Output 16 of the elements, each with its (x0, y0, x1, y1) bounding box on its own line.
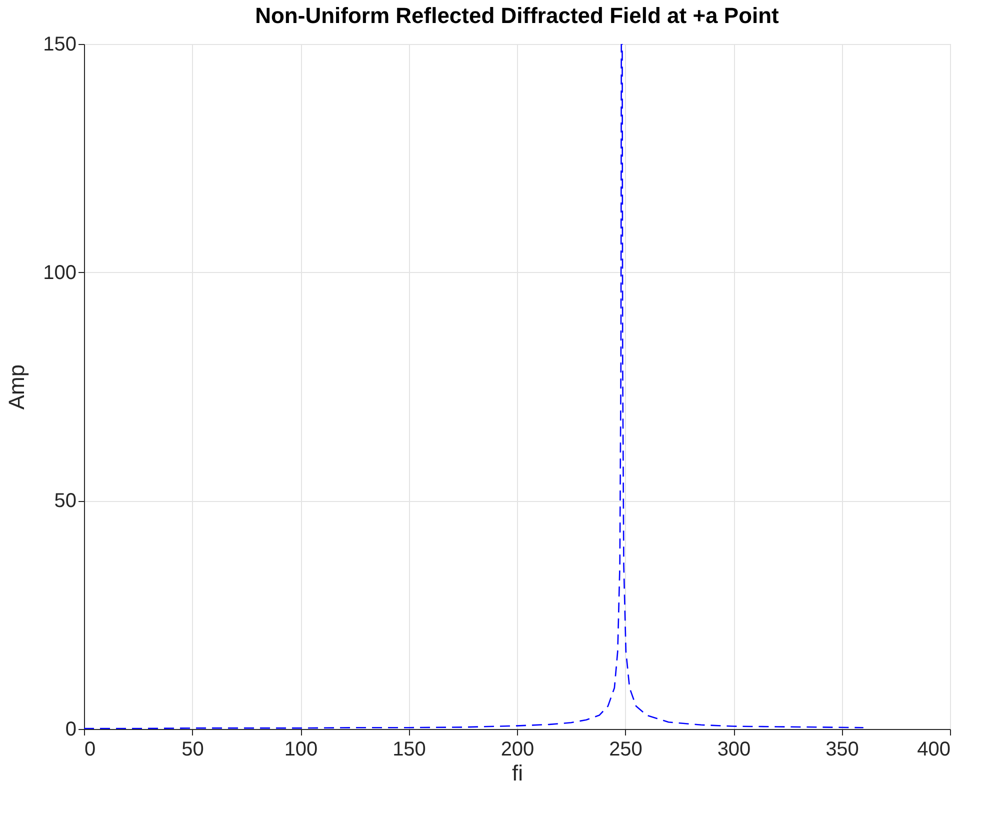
x-tick-label: 250 (609, 738, 642, 760)
x-tick-label: 400 (917, 738, 950, 760)
x-tick-label: 150 (392, 738, 426, 760)
chart-title: Non-Uniform Reflected Diffracted Field at +a Point (255, 3, 780, 28)
y-tick-label: 150 (43, 34, 76, 56)
x-tick-label: 350 (826, 738, 859, 760)
x-tick-label: 200 (500, 738, 534, 760)
x-tick-label: 0 (84, 738, 96, 760)
x-tick-label: 50 (182, 738, 204, 760)
y-tick-label: 50 (54, 490, 76, 512)
x-tick-label: 300 (717, 738, 751, 760)
y-tick-label: 0 (65, 718, 76, 740)
y-tick-label: 100 (43, 262, 76, 284)
y-axis-title: Amp (4, 364, 30, 410)
x-tick-label: 100 (284, 738, 318, 760)
x-axis-title: fi (512, 760, 523, 786)
